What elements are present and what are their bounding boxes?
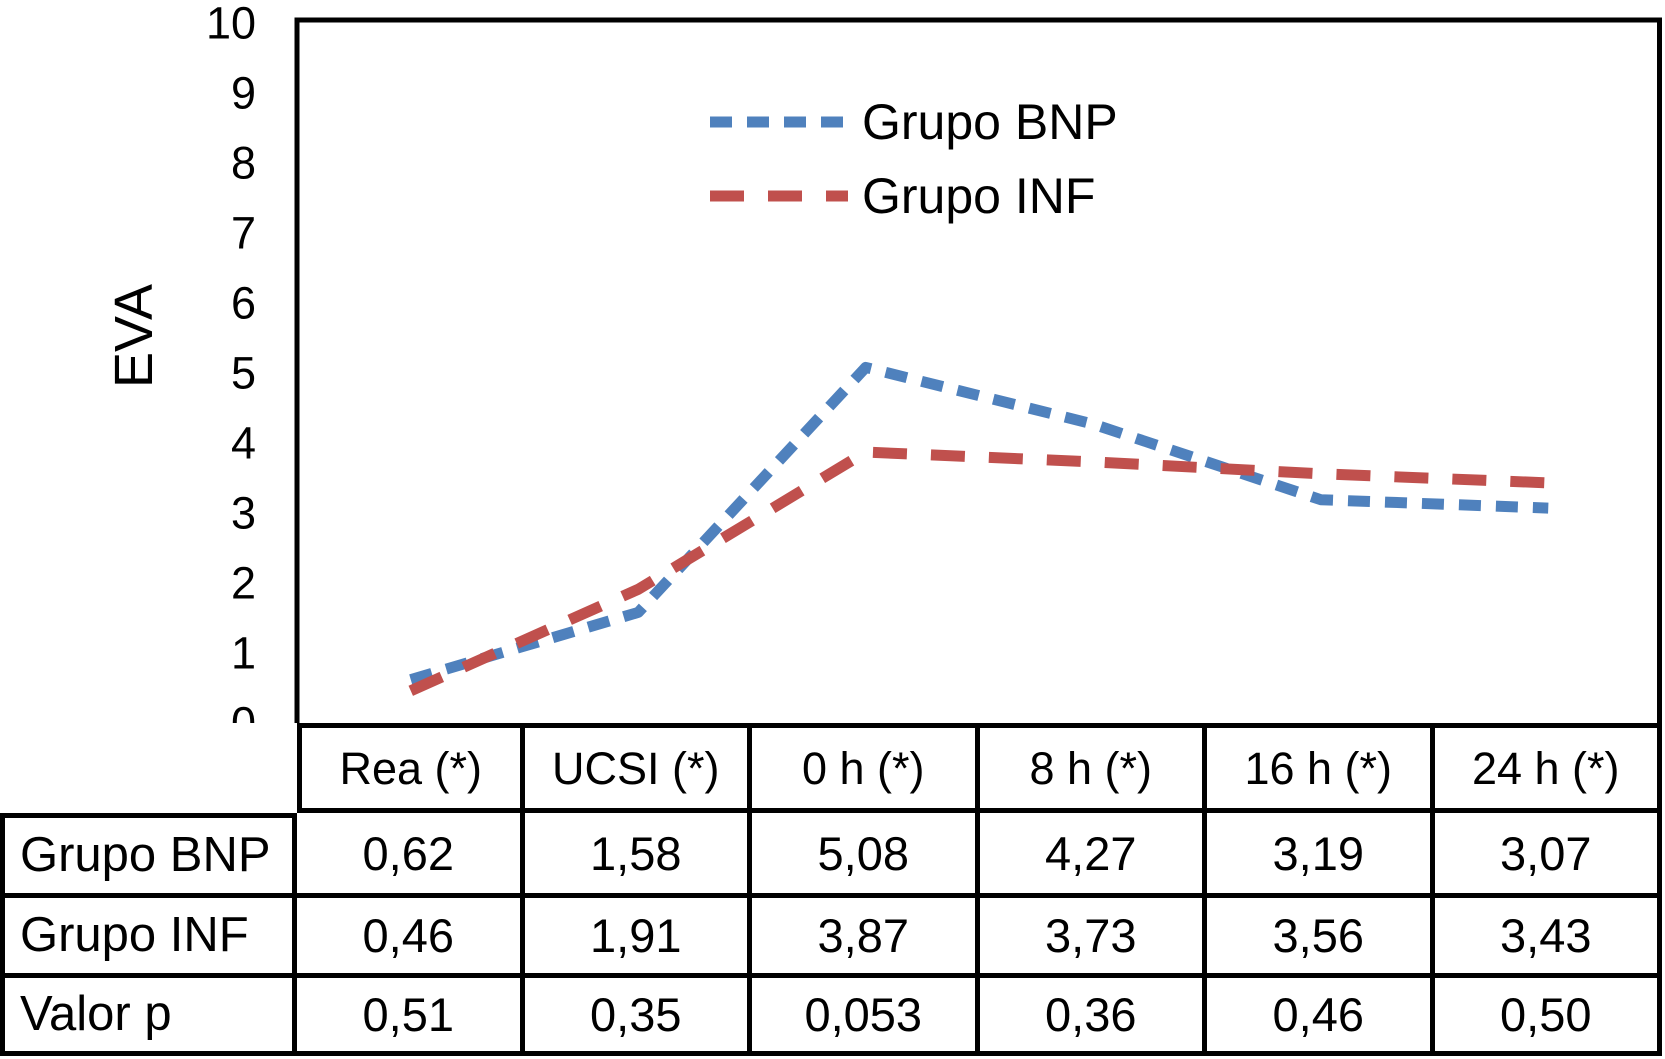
legend: Grupo BNP Grupo INF [710, 94, 1118, 224]
row-label-grupo-inf: Grupo INF [0, 898, 297, 978]
header-cell-2: UCSI (*) [524, 723, 752, 813]
row-label-grupo-bnp: Grupo BNP [0, 813, 297, 898]
y-tick-label: 3 [231, 488, 256, 539]
value-cell-r1c5: 3,19 [1207, 813, 1435, 898]
value-cell-r2c2: 1,91 [524, 898, 752, 978]
value-cell-r1c1: 0,62 [297, 813, 525, 898]
value-cell-r2c4: 3,73 [979, 898, 1207, 978]
y-tick-label: 8 [231, 138, 256, 189]
value-cell-r3c1: 0,51 [297, 978, 525, 1056]
y-tick-label: 2 [231, 558, 256, 609]
y-tick-label: 5 [231, 348, 256, 399]
value-cell-r1c2: 1,58 [524, 813, 752, 898]
value-cell-r3c5: 0,46 [1207, 978, 1435, 1056]
y-tick-label: 6 [231, 278, 256, 329]
value-cell-r2c5: 3,56 [1207, 898, 1435, 978]
y-tick-label: 1 [231, 628, 256, 679]
y-axis-tick-labels: 012345678910 [206, 0, 256, 749]
value-cell-r2c3: 3,87 [752, 898, 980, 978]
y-tick-label: 9 [231, 68, 256, 119]
value-cell-r2c1: 0,46 [297, 898, 525, 978]
legend-label-grupo-bnp: Grupo BNP [862, 94, 1118, 150]
value-cell-r3c6: 0,50 [1434, 978, 1662, 1056]
y-tick-label: 4 [231, 418, 256, 469]
y-tick-label: 10 [206, 0, 256, 49]
row-label-valor-p: Valor p [0, 978, 297, 1056]
data-table: Rea (*) UCSI (*) 0 h (*) 8 h (*) 16 h (*) 24 … [0, 723, 1662, 1056]
value-cell-r3c4: 0,36 [979, 978, 1207, 1056]
value-cell-r3c2: 0,35 [524, 978, 752, 1056]
plot-border [294, 17, 1662, 723]
table-corner-cell [0, 723, 297, 813]
value-cell-r1c4: 4,27 [979, 813, 1207, 898]
y-axis-title: EVA [104, 284, 164, 388]
header-cell-6: 24 h (*) [1434, 723, 1662, 813]
legend-label-grupo-inf: Grupo INF [862, 168, 1095, 224]
header-cell-1: Rea (*) [297, 723, 525, 813]
value-cell-r1c3: 5,08 [752, 813, 980, 898]
y-tick-label: 7 [231, 208, 256, 259]
value-cell-r2c6: 3,43 [1434, 898, 1662, 978]
series-lines [408, 361, 1549, 696]
value-cell-r1c6: 3,07 [1434, 813, 1662, 898]
series-line-grupo-bnp [409, 361, 1549, 685]
header-cell-4: 8 h (*) [979, 723, 1207, 813]
header-cell-3: 0 h (*) [752, 723, 980, 813]
series-line-grupo-inf [408, 446, 1549, 696]
value-cell-r3c3: 0,053 [752, 978, 980, 1056]
header-cell-5: 16 h (*) [1207, 723, 1435, 813]
